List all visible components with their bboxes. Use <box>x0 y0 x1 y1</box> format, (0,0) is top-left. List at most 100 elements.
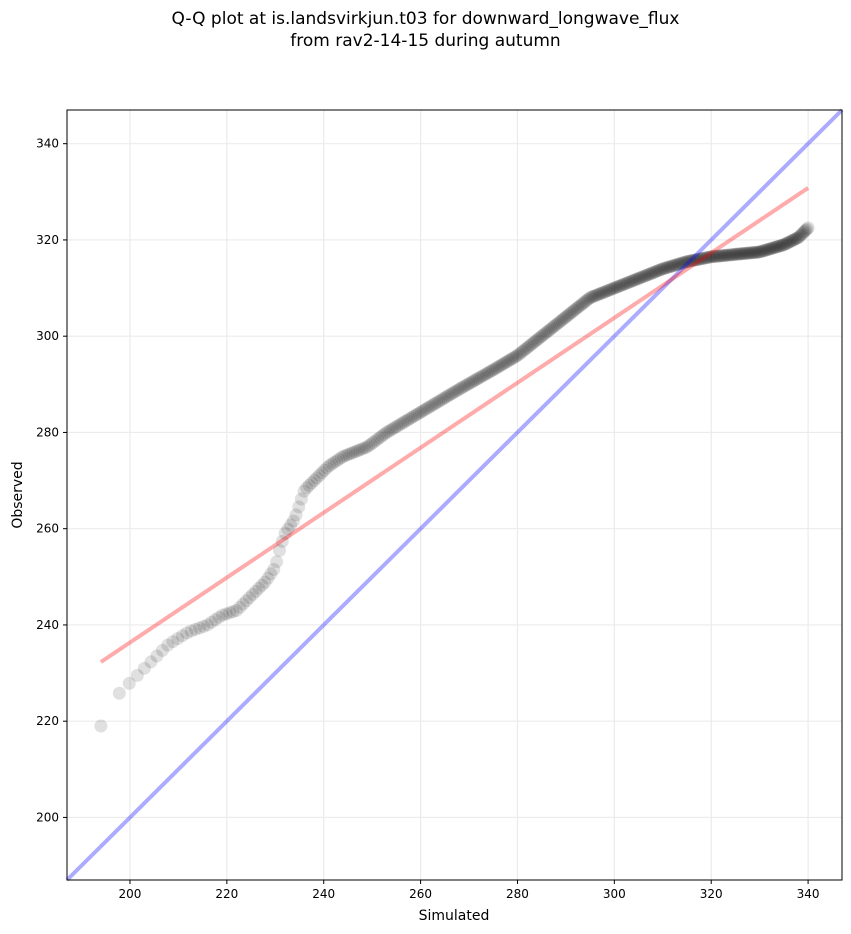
data-point <box>633 271 647 285</box>
data-point <box>499 355 513 369</box>
data-point <box>385 422 399 436</box>
data-point <box>693 252 707 266</box>
data-point <box>638 269 652 283</box>
data-point <box>574 298 588 312</box>
data-point <box>788 232 802 246</box>
data-point <box>325 457 339 471</box>
data-point <box>754 245 768 259</box>
data-point <box>555 313 569 327</box>
data-point <box>791 231 805 245</box>
data-point <box>751 245 765 259</box>
data-point <box>410 407 424 421</box>
data-point <box>531 332 545 346</box>
data-point <box>144 655 158 669</box>
data-point <box>243 591 257 605</box>
data-point <box>534 330 548 344</box>
data-point <box>246 587 260 601</box>
data-point <box>597 285 611 299</box>
y-tick-label: 220 <box>36 714 59 728</box>
data-point <box>305 476 319 490</box>
data-point <box>641 268 655 282</box>
data-point <box>648 265 662 279</box>
data-point <box>368 434 382 448</box>
data-point <box>677 255 691 269</box>
data-point <box>682 254 696 268</box>
data-point <box>408 409 422 423</box>
data-point <box>275 534 289 548</box>
data-point <box>695 252 709 266</box>
data-point <box>659 261 673 275</box>
data-point <box>707 250 721 264</box>
y-tick-label: 320 <box>36 233 59 247</box>
data-point <box>492 360 506 374</box>
data-point <box>258 575 272 589</box>
data-point <box>764 242 778 256</box>
data-point <box>490 361 504 375</box>
data-point <box>676 256 690 270</box>
data-point <box>572 299 586 313</box>
data-point <box>595 286 609 300</box>
data-point <box>483 365 497 379</box>
data-point <box>130 668 144 682</box>
data-point <box>390 419 404 433</box>
data-point <box>495 357 509 371</box>
data-point <box>746 246 760 260</box>
data-point <box>689 253 703 267</box>
data-point <box>587 289 601 303</box>
data-point <box>502 353 516 367</box>
data-point <box>478 368 492 382</box>
data-point <box>545 321 559 335</box>
data-point <box>613 279 627 293</box>
data-point <box>212 610 226 624</box>
data-point <box>507 350 521 364</box>
data-point <box>577 296 591 310</box>
data-point <box>724 248 738 262</box>
data-point <box>272 543 286 557</box>
data-point <box>441 389 455 403</box>
data-point <box>310 471 324 485</box>
data-point <box>626 274 640 288</box>
data-point <box>180 626 194 640</box>
data-point <box>700 251 714 265</box>
data-point <box>460 378 474 392</box>
data-point <box>765 241 779 255</box>
data-point <box>286 514 300 528</box>
data-point <box>204 615 218 629</box>
data-point <box>219 607 233 621</box>
data-point <box>653 263 667 277</box>
reference-lines <box>65 108 844 882</box>
data-point <box>589 288 603 302</box>
data-point <box>542 323 556 337</box>
data-point <box>699 251 713 265</box>
data-point <box>467 374 481 388</box>
data-point <box>122 676 136 690</box>
data-point <box>334 451 348 465</box>
data-point <box>738 246 752 260</box>
data-point <box>670 258 684 272</box>
data-point <box>563 307 577 321</box>
data-point <box>721 248 735 262</box>
data-point <box>603 283 617 297</box>
data-point <box>701 250 715 264</box>
data-point <box>360 440 374 454</box>
chart-title: Q-Q plot at is.landsvirkjun.t03 for down… <box>171 9 680 29</box>
data-point <box>687 253 701 267</box>
data-point <box>233 600 247 614</box>
data-point <box>790 231 804 245</box>
data-point <box>660 260 674 274</box>
data-point <box>547 320 561 334</box>
data-point <box>371 432 385 446</box>
data-point <box>789 232 803 246</box>
data-point <box>758 244 772 258</box>
data-point <box>594 287 608 301</box>
data-point <box>616 278 630 292</box>
data-point <box>729 247 743 261</box>
data-point <box>418 403 432 417</box>
data-point <box>622 275 636 289</box>
data-point <box>688 253 702 267</box>
data-point <box>779 237 793 251</box>
data-point <box>766 241 780 255</box>
data-point <box>451 383 465 397</box>
data-point <box>320 461 334 475</box>
